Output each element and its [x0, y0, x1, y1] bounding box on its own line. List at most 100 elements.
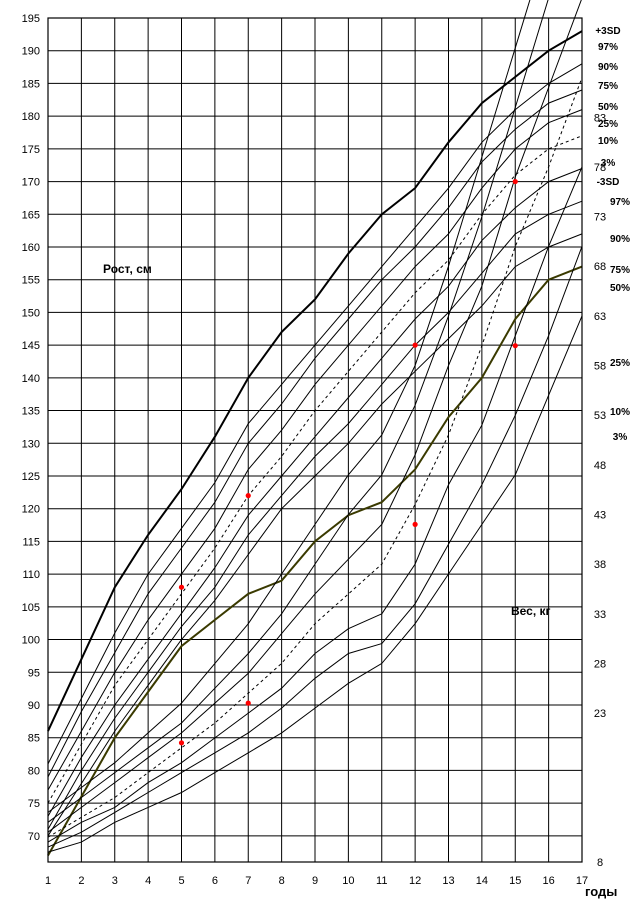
- weight-series-label: 25%: [610, 358, 630, 369]
- height-line-+3SD: [47, 30, 583, 732]
- height-tick-label: 140: [22, 373, 40, 385]
- x-tick-label: 3: [112, 875, 118, 887]
- height-tick-label: 150: [22, 307, 40, 319]
- weight-tick-label: 68: [594, 261, 606, 273]
- height-series-label: 10%: [598, 136, 618, 147]
- x-tick-label: 14: [476, 875, 488, 887]
- x-tick-label: 1: [45, 875, 51, 887]
- height-point: [178, 584, 185, 590]
- weight-tick-label: 78: [594, 162, 606, 174]
- x-tick-label: 15: [509, 875, 521, 887]
- height-tick-label: 90: [28, 700, 40, 712]
- weight-tick-label: 58: [594, 361, 606, 373]
- series-lines: [47, 0, 583, 856]
- weight-tick-label: 53: [594, 410, 606, 422]
- weight-series-label: 3%: [613, 432, 628, 443]
- height-tick-label: 155: [22, 275, 40, 287]
- height-tick-label: 175: [22, 144, 40, 156]
- height-tick-label: 95: [28, 667, 40, 679]
- height-line-25%: [47, 168, 583, 817]
- height-tick-label: 85: [28, 733, 40, 745]
- height-tick-label: 100: [22, 635, 40, 647]
- weight-point: [178, 740, 185, 746]
- weight-series-label: 50%: [610, 283, 630, 294]
- weight-tick-label: 33: [594, 609, 606, 621]
- x-tick-label: 6: [212, 875, 218, 887]
- height-line--3SD: [47, 265, 583, 856]
- height-tick-label: 115: [22, 536, 40, 548]
- height-tick-label: 185: [22, 78, 40, 90]
- weight-tick-label: 83: [594, 112, 606, 124]
- height-series-label: +3SD: [595, 26, 620, 37]
- data-points: [178, 178, 518, 746]
- height-line-75%: [47, 109, 583, 791]
- height-tick-label: 120: [22, 504, 40, 516]
- height-tick-label: 110: [22, 569, 40, 581]
- weight-series-label: 97%: [610, 197, 630, 208]
- x-tick-label: 10: [342, 875, 354, 887]
- weight-point: [412, 521, 418, 528]
- x-tick-label: 17: [576, 875, 588, 887]
- height-point: [412, 342, 418, 348]
- height-tick-label: 130: [22, 438, 40, 450]
- height-axis-title: Рост, см: [103, 262, 152, 276]
- height-tick-label: 105: [22, 602, 40, 614]
- height-series-label: 50%: [598, 102, 618, 113]
- weight-line-75%: [47, 0, 582, 833]
- weight-line-90%: [47, 0, 549, 823]
- weight-series-label: 90%: [610, 234, 630, 245]
- weight-line-97%: [47, 0, 531, 813]
- weight-tick-label: 38: [594, 559, 606, 571]
- height-series-label: 97%: [598, 42, 618, 53]
- height-tick-label: 125: [22, 471, 40, 483]
- axes: 1 2 3 4 5 6 7 8 9 10 11 12 13 14 15 16 17707580859095100…: [22, 13, 630, 887]
- height-series-label: 25%: [598, 119, 618, 130]
- weight-tick-label: 63: [594, 311, 606, 323]
- height-tick-label: 190: [22, 46, 40, 58]
- height-tick-label: 180: [22, 111, 40, 123]
- height-line-3%: [47, 233, 583, 837]
- height-tick-label: 195: [22, 13, 40, 25]
- height-tick-label: 75: [28, 798, 40, 810]
- height-line-10%: [47, 200, 583, 830]
- x-tick-label: 7: [245, 875, 251, 887]
- weight-line-25%: [47, 166, 583, 843]
- height-line-97%: [47, 63, 583, 765]
- height-tick-label: 135: [22, 406, 40, 418]
- grid: [47, 17, 583, 862]
- weight-line-10%: [47, 246, 583, 848]
- weight-tick-label: 23: [594, 708, 606, 720]
- height-series-label: 75%: [598, 81, 618, 92]
- height-line-90%: [47, 89, 583, 778]
- height-tick-label: 70: [28, 831, 40, 843]
- weight-tick-label: 48: [594, 460, 606, 472]
- weight-series-label: 10%: [610, 407, 630, 418]
- x-tick-label: 13: [442, 875, 454, 887]
- height-tick-label: 165: [22, 209, 40, 221]
- weight-tick-label: 8: [597, 857, 603, 869]
- height-tick-label: 170: [22, 177, 40, 189]
- x-axis-title: годы: [585, 884, 617, 899]
- x-tick-label: 11: [376, 875, 387, 887]
- weight-tick-label: 43: [594, 509, 606, 521]
- height-point: [512, 178, 518, 185]
- height-tick-label: 80: [28, 765, 40, 777]
- x-tick-label: 4: [145, 875, 151, 887]
- height-tick-label: 145: [22, 340, 40, 352]
- height-point: [245, 493, 251, 499]
- weight-point: [512, 343, 518, 349]
- height-series-label: -3SD: [597, 177, 620, 188]
- weight-tick-label: 28: [594, 658, 606, 670]
- x-tick-label: 12: [409, 875, 421, 887]
- x-tick-label: 9: [312, 875, 318, 887]
- height-line-50%: [47, 135, 583, 804]
- weight-tick-label: 73: [594, 212, 606, 224]
- height-series-label: 90%: [598, 62, 618, 73]
- weight-point: [245, 700, 251, 706]
- x-tick-label: 8: [279, 875, 285, 887]
- x-tick-label: 2: [78, 875, 84, 887]
- height-series-label: 3%: [601, 158, 616, 169]
- weight-line-50%: [47, 77, 583, 838]
- height-tick-label: 160: [22, 242, 40, 254]
